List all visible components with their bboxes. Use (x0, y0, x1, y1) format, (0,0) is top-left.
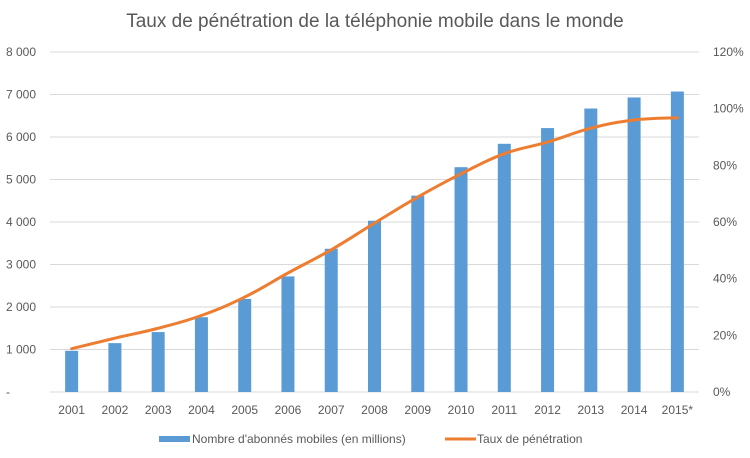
left-tick-label: 5 000 (6, 173, 36, 187)
right-tick-label: 100% (713, 102, 744, 116)
x-axis: 2001 2002 2003 2004 2005 2006 2007 2008 2009 2010… (58, 403, 693, 417)
right-axis: 0% 20% 40% 60% 80% 100% 120% (713, 45, 744, 399)
right-tick-label: 60% (713, 215, 737, 229)
left-tick-label: 3 000 (6, 258, 36, 272)
left-tick-label: 2 000 (6, 300, 36, 314)
bar (368, 220, 381, 392)
x-tick-label: 2002 (102, 403, 129, 417)
x-tick-label: 2006 (275, 403, 302, 417)
bar (584, 108, 598, 393)
left-tick-label: 1 000 (6, 343, 36, 357)
x-tick-label: 2015* (662, 403, 694, 417)
legend-bar-label: Nombre d'abonnés mobiles (en millions) (192, 432, 406, 446)
bar (238, 298, 252, 392)
x-tick-label: 2007 (318, 403, 345, 417)
chart-title: Taux de pénétration de la téléphonie mob… (126, 11, 624, 32)
bar (411, 195, 425, 392)
x-tick-label: 2005 (231, 403, 258, 417)
bar (324, 248, 338, 392)
left-tick-label: 4 000 (6, 215, 36, 229)
bar (108, 343, 122, 392)
left-tick-label: 8 000 (6, 45, 36, 59)
right-tick-label: 20% (713, 328, 737, 342)
bar (541, 128, 555, 392)
bar (65, 350, 79, 392)
left-tick-label: 6 000 (6, 130, 36, 144)
x-tick-label: 2003 (145, 403, 172, 417)
right-tick-label: 120% (713, 45, 744, 59)
bar (151, 332, 165, 392)
legend-line-label: Taux de pénétration (477, 432, 582, 446)
legend: Nombre d'abonnés mobiles (en millions) T… (159, 432, 582, 446)
bar (454, 167, 468, 392)
left-tick-label: - (6, 385, 10, 399)
bar (281, 276, 295, 392)
bar (670, 91, 684, 393)
bar (194, 317, 208, 392)
x-tick-label: 2014 (621, 403, 648, 417)
bar (627, 97, 641, 392)
bar (497, 143, 511, 392)
right-tick-label: 40% (713, 272, 737, 286)
x-tick-label: 2008 (361, 403, 388, 417)
left-axis: - 1 000 2 000 3 000 4 000 5 000 6 000 7 000 8 00… (6, 45, 36, 399)
right-tick-label: 80% (713, 158, 737, 172)
line-series (70, 116, 679, 351)
x-tick-label: 2011 (491, 403, 517, 417)
x-tick-label: 2001 (58, 403, 85, 417)
x-tick-label: 2010 (448, 403, 475, 417)
legend-bar-swatch (159, 436, 190, 442)
x-tick-label: 2004 (188, 403, 215, 417)
x-tick-label: 2012 (534, 403, 561, 417)
right-tick-label: 0% (713, 385, 731, 399)
x-tick-label: 2013 (577, 403, 604, 417)
x-tick-label: 2009 (404, 403, 431, 417)
left-tick-label: 7 000 (6, 88, 36, 102)
bar-series (65, 91, 684, 393)
